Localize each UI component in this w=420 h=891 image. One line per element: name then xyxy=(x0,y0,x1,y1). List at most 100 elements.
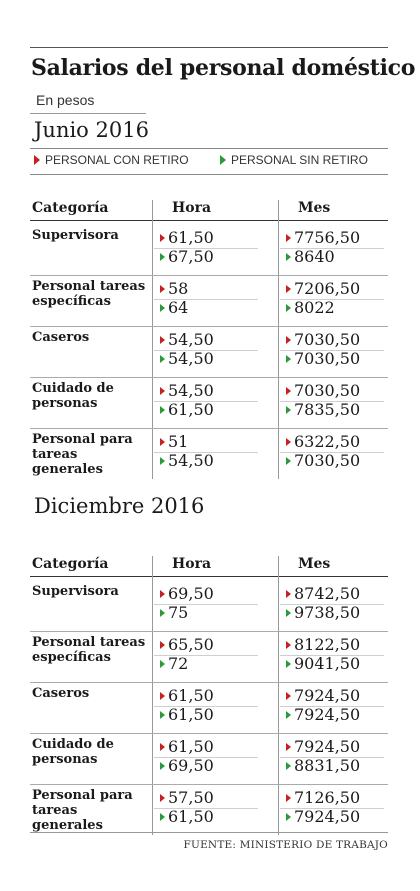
hora-value-con-retiro: 65,50 xyxy=(160,636,214,654)
hora-value-text: 54,50 xyxy=(168,381,214,400)
legend-con-retiro-label: PERSONAL CON RETIRO xyxy=(45,153,189,167)
green-triangle-icon xyxy=(160,711,165,719)
row-divider xyxy=(30,428,388,429)
header-mes: Mes xyxy=(298,556,331,572)
column-divider xyxy=(278,556,279,835)
category-label: Supervisora xyxy=(32,584,119,599)
hora-value-con-retiro: 51 xyxy=(160,433,188,451)
green-triangle-icon xyxy=(286,406,291,414)
mes-value-con-retiro: 7206,50 xyxy=(286,280,360,298)
category-label: Caseros xyxy=(32,330,90,345)
inner-rule xyxy=(280,604,384,605)
table-row: Cuidado de personas 54,50 61,50 7030,50 7835… xyxy=(30,377,388,428)
mes-value-con-retiro: 8742,50 xyxy=(286,585,360,603)
hora-value-sin-retiro: 54,50 xyxy=(160,452,214,470)
hora-value-text: 65,50 xyxy=(168,635,214,654)
column-divider xyxy=(278,200,279,479)
hora-value-sin-retiro: 61,50 xyxy=(160,808,214,826)
table-row: Personal tareas específicas 65,50 72 8122,5… xyxy=(30,631,388,682)
source-note: FUENTE: MINISTERIO DE TRABAJO xyxy=(183,839,388,851)
hora-value-con-retiro: 57,50 xyxy=(160,789,214,807)
mes-value-text: 7030,50 xyxy=(294,349,361,368)
red-triangle-icon xyxy=(286,387,291,395)
hora-value-sin-retiro: 61,50 xyxy=(160,401,214,419)
hora-value-sin-retiro: 61,50 xyxy=(160,706,214,724)
hora-value-sin-retiro: 72 xyxy=(160,655,188,673)
mes-value-text: 7030,50 xyxy=(294,381,361,400)
mes-value-text: 8742,50 xyxy=(294,584,361,603)
inner-rule xyxy=(154,757,258,758)
category-label: Caseros xyxy=(32,686,90,701)
hora-value-con-retiro: 54,50 xyxy=(160,382,214,400)
hora-value-sin-retiro: 69,50 xyxy=(160,757,214,775)
green-triangle-icon xyxy=(286,457,291,465)
inner-rule xyxy=(154,299,258,300)
inner-rule xyxy=(280,452,384,453)
inner-rule xyxy=(154,248,258,249)
mes-value-sin-retiro: 8831,50 xyxy=(286,757,360,775)
category-label: Personal para tareas generales xyxy=(32,432,133,477)
category-label: Personal tareas específicas xyxy=(32,279,146,309)
red-triangle-icon xyxy=(286,743,291,751)
green-triangle-icon xyxy=(286,253,291,261)
header-categoria: Categoría xyxy=(32,200,109,216)
inner-rule xyxy=(154,808,258,809)
red-triangle-icon xyxy=(160,743,165,751)
mes-value-text: 7030,50 xyxy=(294,451,361,470)
mes-value-sin-retiro: 9738,50 xyxy=(286,604,360,622)
red-triangle-icon xyxy=(160,336,165,344)
red-triangle-icon xyxy=(286,438,291,446)
mes-value-sin-retiro: 8022 xyxy=(286,299,335,317)
red-triangle-icon xyxy=(286,336,291,344)
hora-value-text: 72 xyxy=(168,654,189,673)
inner-rule xyxy=(154,706,258,707)
mes-value-text: 8022 xyxy=(294,298,335,317)
hora-value-text: 69,50 xyxy=(168,756,214,775)
mes-value-sin-retiro: 7030,50 xyxy=(286,452,360,470)
mes-value-sin-retiro: 7924,50 xyxy=(286,706,360,724)
header-hora: Hora xyxy=(172,200,212,216)
hora-value-text: 54,50 xyxy=(168,330,214,349)
mes-value-text: 8640 xyxy=(294,247,335,266)
hora-value-text: 64 xyxy=(168,298,189,317)
hora-value-sin-retiro: 67,50 xyxy=(160,248,214,266)
legend-bottom-rule xyxy=(30,174,388,175)
hora-value-con-retiro: 58 xyxy=(160,280,188,298)
red-triangle-icon xyxy=(286,590,291,598)
table-row: Personal para tareas generales 57,50 61,50… xyxy=(30,784,388,835)
category-label: Cuidado de personas xyxy=(32,737,114,767)
hora-value-text: 58 xyxy=(168,279,189,298)
mes-value-text: 7206,50 xyxy=(294,279,361,298)
mes-value-text: 7924,50 xyxy=(294,737,361,756)
legend-sin-retiro: PERSONAL SIN RETIRO xyxy=(220,153,368,167)
red-triangle-icon xyxy=(286,692,291,700)
hora-value-con-retiro: 61,50 xyxy=(160,229,214,247)
legend-top-rule xyxy=(30,148,388,149)
inner-rule xyxy=(280,808,384,809)
hora-value-text: 61,50 xyxy=(168,807,214,826)
header-mes: Mes xyxy=(298,200,331,216)
red-triangle-icon xyxy=(286,641,291,649)
red-triangle-icon xyxy=(160,692,165,700)
red-triangle-icon xyxy=(160,387,165,395)
mes-value-text: 7756,50 xyxy=(294,228,361,247)
mes-value-text: 7126,50 xyxy=(294,788,361,807)
hora-value-text: 61,50 xyxy=(168,228,214,247)
hora-value-sin-retiro: 54,50 xyxy=(160,350,214,368)
hora-value-text: 57,50 xyxy=(168,788,214,807)
mes-value-con-retiro: 7030,50 xyxy=(286,331,360,349)
hora-value-sin-retiro: 75 xyxy=(160,604,188,622)
row-divider xyxy=(30,377,388,378)
row-divider xyxy=(30,275,388,276)
mes-value-text: 8831,50 xyxy=(294,756,361,775)
green-triangle-icon xyxy=(220,155,226,165)
chart-subtitle: En pesos xyxy=(36,92,95,108)
inner-rule xyxy=(154,452,258,453)
table-row: Caseros 61,50 61,50 7924,50 7924,50 xyxy=(30,682,388,733)
red-triangle-icon xyxy=(286,234,291,242)
mes-value-text: 7835,50 xyxy=(294,400,361,419)
inner-rule xyxy=(154,401,258,402)
hora-value-con-retiro: 61,50 xyxy=(160,687,214,705)
hora-value-text: 61,50 xyxy=(168,400,214,419)
hora-value-text: 54,50 xyxy=(168,451,214,470)
